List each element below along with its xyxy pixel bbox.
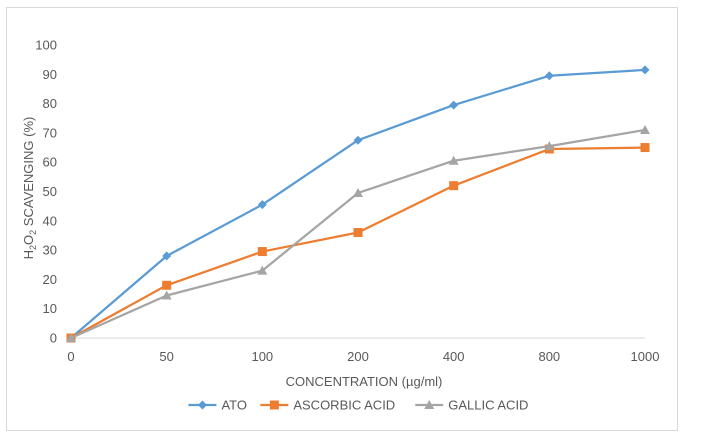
y-tick-label: 40 <box>43 213 57 228</box>
x-tick-label: 200 <box>347 349 369 364</box>
legend-label: ASCORBIC ACID <box>293 398 395 413</box>
legend-marker <box>269 400 279 410</box>
chart-frame: 0 10 20 30 40 50 60 70 80 90 100 0 50 100 200 400 800 10… <box>6 7 678 431</box>
data-point <box>640 124 650 134</box>
legend-item: ASCORBIC ACID <box>260 398 395 413</box>
y-tick-label: 20 <box>43 272 57 287</box>
data-point <box>640 143 650 153</box>
legend: ATO ASCORBIC ACID GALLIC ACID <box>188 398 528 413</box>
data-point <box>448 155 459 165</box>
legend-marker <box>197 400 207 410</box>
data-point <box>162 280 172 290</box>
legend-label: GALLIC ACID <box>448 398 528 413</box>
y-tick-label: 30 <box>43 243 57 258</box>
y-tick-label: 100 <box>35 38 57 53</box>
series-line <box>70 68 646 339</box>
data-point <box>353 135 363 145</box>
x-tick-label: 0 <box>67 349 74 364</box>
data-point <box>449 100 459 110</box>
data-point <box>353 187 363 197</box>
legend-item: GALLIC ACID <box>415 398 528 413</box>
x-tick-label: 1000 <box>631 349 660 364</box>
y-axis-title: H2O2 SCAVENGING (%) <box>21 117 38 260</box>
y-tick-label: 80 <box>43 96 57 111</box>
y-tick-label: 50 <box>43 184 57 199</box>
series-line <box>70 146 646 339</box>
x-tick-label: 800 <box>538 349 560 364</box>
legend-item: ATO <box>188 398 247 413</box>
data-point <box>66 333 76 342</box>
x-axis-ticks: 0 50 100 200 400 800 1000 <box>67 349 659 364</box>
data-point <box>640 65 650 75</box>
y-axis-title-part: H <box>21 250 36 259</box>
data-point <box>544 71 554 81</box>
data-point <box>257 265 268 275</box>
series-ascorbic-acid <box>66 143 650 343</box>
data-point <box>162 251 172 261</box>
x-tick-label: 100 <box>251 349 273 364</box>
y-tick-label: 90 <box>43 67 57 82</box>
series-gallic-acid <box>66 124 650 342</box>
data-point <box>257 247 267 257</box>
data-point <box>257 200 267 210</box>
x-tick-label: 50 <box>159 349 173 364</box>
series-lines <box>66 65 650 343</box>
y-axis-title-subscript: 2 <box>28 245 38 250</box>
line-chart: 0 10 20 30 40 50 60 70 80 90 100 0 50 100 200 400 800 10… <box>21 38 659 413</box>
data-point <box>449 181 459 191</box>
x-axis-title: CONCENTRATION (µg/ml) <box>286 374 443 389</box>
x-tick-label: 400 <box>443 349 465 364</box>
legend-label: ATO <box>221 398 247 413</box>
data-point <box>161 290 172 300</box>
y-tick-label: 60 <box>43 155 57 170</box>
y-axis-ticks: 0 10 20 30 40 50 60 70 80 90 100 <box>35 38 57 346</box>
y-axis-title-part: SCAVENGING (%) <box>21 117 36 230</box>
y-tick-label: 70 <box>43 125 57 140</box>
y-axis-title-subscript: 2 <box>28 230 38 235</box>
y-tick-label: 0 <box>50 331 57 346</box>
y-axis-title-part: O <box>21 235 36 245</box>
data-point <box>544 141 555 151</box>
y-tick-label: 10 <box>43 301 57 316</box>
legend-marker <box>424 400 435 409</box>
data-point <box>353 228 363 238</box>
